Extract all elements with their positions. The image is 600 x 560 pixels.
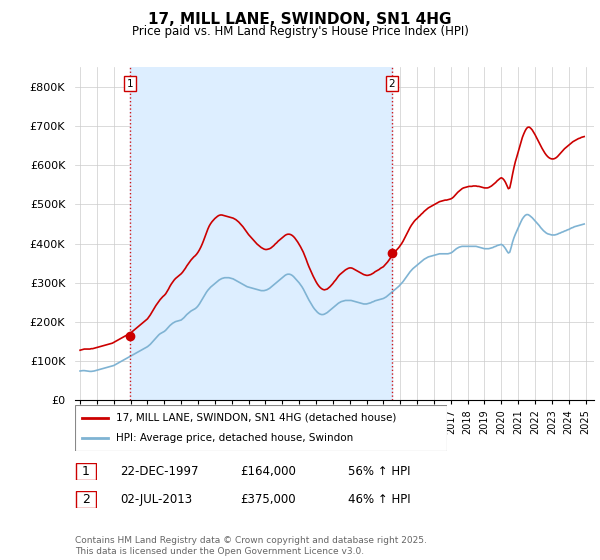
Text: £164,000: £164,000 — [240, 465, 296, 478]
Text: 17, MILL LANE, SWINDON, SN1 4HG: 17, MILL LANE, SWINDON, SN1 4HG — [148, 12, 452, 27]
Text: £375,000: £375,000 — [240, 493, 296, 506]
Text: 17, MILL LANE, SWINDON, SN1 4HG (detached house): 17, MILL LANE, SWINDON, SN1 4HG (detache… — [116, 413, 396, 423]
Text: 1: 1 — [82, 465, 90, 478]
Text: Price paid vs. HM Land Registry's House Price Index (HPI): Price paid vs. HM Land Registry's House … — [131, 25, 469, 38]
Text: HPI: Average price, detached house, Swindon: HPI: Average price, detached house, Swin… — [116, 433, 353, 443]
Text: 2: 2 — [82, 493, 90, 506]
Text: 22-DEC-1997: 22-DEC-1997 — [120, 465, 199, 478]
Text: 56% ↑ HPI: 56% ↑ HPI — [348, 465, 410, 478]
Text: 46% ↑ HPI: 46% ↑ HPI — [348, 493, 410, 506]
Bar — [130, 67, 392, 400]
Text: Contains HM Land Registry data © Crown copyright and database right 2025.
This d: Contains HM Land Registry data © Crown c… — [75, 536, 427, 556]
Text: 1: 1 — [127, 79, 133, 89]
Text: 2: 2 — [388, 79, 395, 89]
Text: 02-JUL-2013: 02-JUL-2013 — [120, 493, 192, 506]
